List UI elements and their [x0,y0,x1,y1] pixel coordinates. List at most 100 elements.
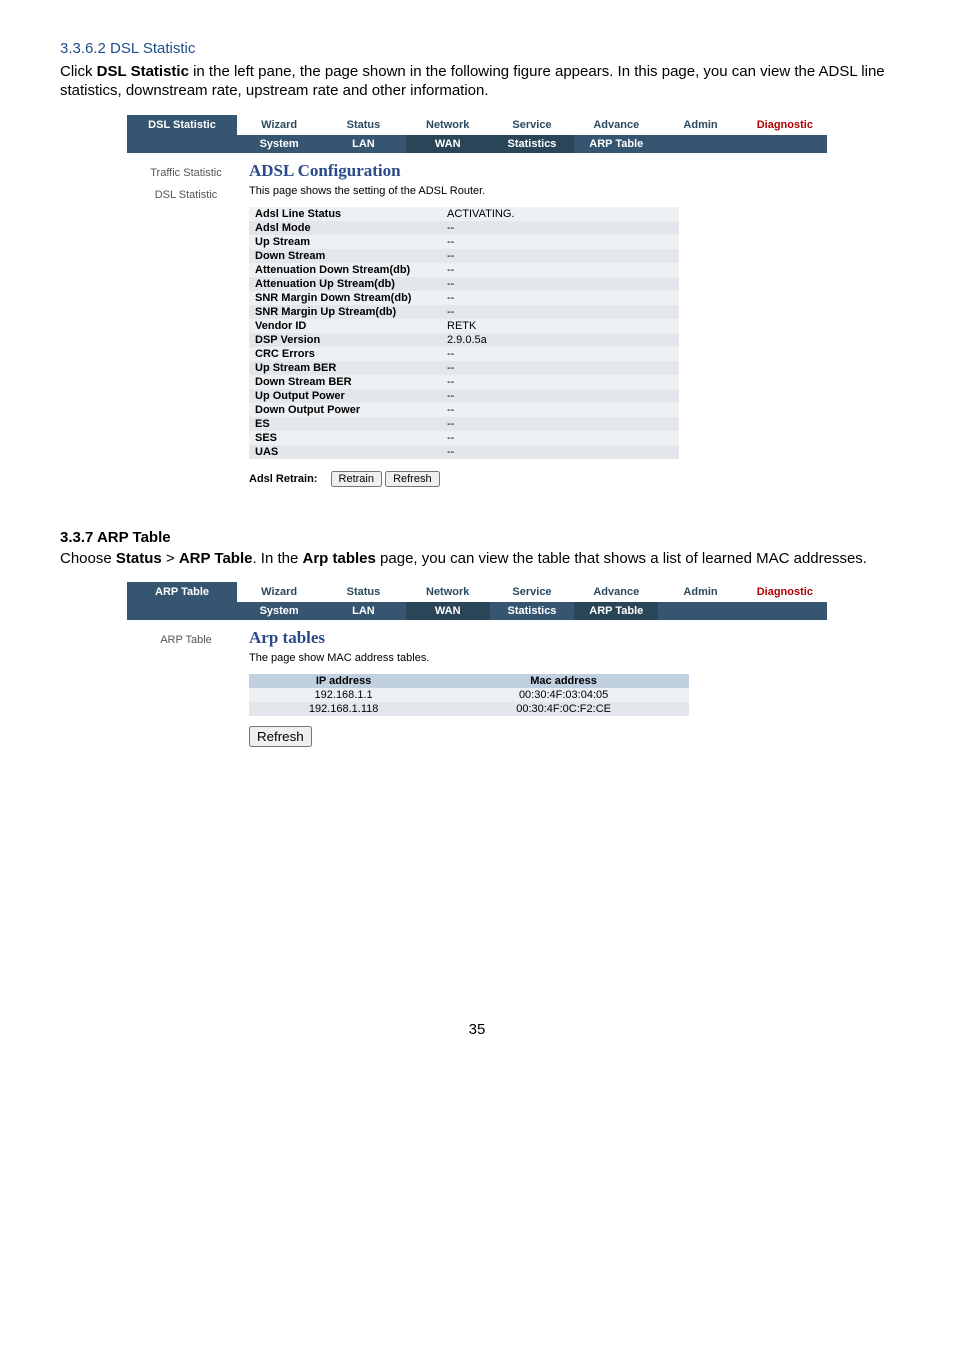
para-arp-p4: page, you can view the table that shows … [376,550,867,567]
arp-refresh-button[interactable]: Refresh [249,726,312,747]
topnav-status[interactable]: Status [321,115,405,135]
subnav-system[interactable]: System [237,135,321,153]
arp-mac-cell: 00:30:4F:0C:F2:CE [438,702,689,716]
table-row: 192.168.1.11800:30:4F:0C:F2:CE [249,702,689,716]
topnav2-advance[interactable]: Advance [574,582,658,602]
topnav-service[interactable]: Service [490,115,574,135]
stat-value: 2.9.0.5a [441,333,679,347]
para-arp-b1: Status [116,550,162,567]
para-arp: Choose Status > ARP Table. In the Arp ta… [60,550,894,569]
corner-label: DSL Statistic [127,115,237,135]
section-title-dsl: 3.3.6.2 DSL Statistic [60,40,894,57]
stat-value: -- [441,277,679,291]
table-row: UAS-- [249,445,679,459]
topnav2-network[interactable]: Network [406,582,490,602]
stat-label: SES [249,431,441,445]
topnav-advance[interactable]: Advance [574,115,658,135]
stat-value: -- [441,291,679,305]
table-row: Adsl Mode-- [249,221,679,235]
subnav: System LAN WAN Statistics ARP Table [127,135,827,153]
stat-label: Up Stream [249,235,441,249]
subnav-lan[interactable]: LAN [321,135,405,153]
dsl-router-window: DSL Statistic Wizard Status Network Serv… [127,115,827,501]
stat-value: -- [441,347,679,361]
subnav-statistics[interactable]: Statistics [490,135,574,153]
para-arp-p1: Choose [60,550,116,567]
stat-value: -- [441,375,679,389]
arp-ip-cell: 192.168.1.1 [249,688,438,702]
stat-value: -- [441,221,679,235]
retrain-button[interactable]: Retrain [331,471,382,487]
arp-mac-cell: 00:30:4F:03:04:05 [438,688,689,702]
stat-label: Down Output Power [249,403,441,417]
retrain-label: Adsl Retrain: [249,473,317,485]
para-dsl-bold: DSL Statistic [97,63,189,80]
stat-value: -- [441,249,679,263]
topnav2-status[interactable]: Status [321,582,405,602]
para-arp-p3: . In the [252,550,302,567]
stat-label: CRC Errors [249,347,441,361]
topnav-admin[interactable]: Admin [658,115,742,135]
spacer2 [658,135,827,153]
table-row: DSP Version2.9.0.5a [249,333,679,347]
table-row: Down Output Power-- [249,403,679,417]
subnav2-lan[interactable]: LAN [321,602,405,620]
para-dsl: Click DSL Statistic in the left pane, th… [60,63,894,101]
arp-desc: The page show MAC address tables. [249,652,823,664]
para-dsl-prefix: Click [60,63,97,80]
spacer3 [127,602,237,620]
stat-value: -- [441,263,679,277]
table-row: Adsl Line StatusACTIVATING. [249,207,679,221]
stats-table: Adsl Line StatusACTIVATING.Adsl Mode--Up… [249,207,679,459]
table-row: Down Stream BER-- [249,375,679,389]
stat-value: ACTIVATING. [441,207,679,221]
stat-value: -- [441,235,679,249]
arp-router-window: ARP Table Wizard Status Network Service … [127,582,827,761]
arp-heading: Arp tables [249,628,823,648]
topnav2-diagnostic[interactable]: Diagnostic [743,582,827,602]
table-row: Up Output Power-- [249,389,679,403]
subnav-arptable[interactable]: ARP Table [574,135,658,153]
table-row: 192.168.1.100:30:4F:03:04:05 [249,688,689,702]
stat-value: RETK [441,319,679,333]
topnav2-wizard[interactable]: Wizard [237,582,321,602]
leftpane-dsl[interactable]: DSL Statistic [131,189,241,201]
left-pane: Traffic Statistic DSL Statistic [127,153,245,501]
table-row: Vendor IDRETK [249,319,679,333]
subnav-wan[interactable]: WAN [406,135,490,153]
topnav2-admin[interactable]: Admin [658,582,742,602]
table-row: ES-- [249,417,679,431]
topnav2-service[interactable]: Service [490,582,574,602]
stat-label: DSP Version [249,333,441,347]
stat-label: Down Stream BER [249,375,441,389]
stat-label: Up Stream BER [249,361,441,375]
spacer4 [658,602,827,620]
subnav2-statistics[interactable]: Statistics [490,602,574,620]
stat-label: SNR Margin Up Stream(db) [249,305,441,319]
stat-value: -- [441,361,679,375]
topnav: DSL Statistic Wizard Status Network Serv… [127,115,827,135]
stat-label: Adsl Mode [249,221,441,235]
adsl-config-desc: This page shows the setting of the ADSL … [249,185,823,197]
table-row: CRC Errors-- [249,347,679,361]
subnav2-system[interactable]: System [237,602,321,620]
stat-label: Down Stream [249,249,441,263]
subnav2-wan[interactable]: WAN [406,602,490,620]
topnav-network[interactable]: Network [406,115,490,135]
topnav-diagnostic[interactable]: Diagnostic [743,115,827,135]
stat-value: -- [441,417,679,431]
arp-table: IP address Mac address 192.168.1.100:30:… [249,674,689,716]
leftpane2-arp[interactable]: ARP Table [131,634,241,646]
adsl-config-heading: ADSL Configuration [249,161,823,181]
stat-label: ES [249,417,441,431]
para-arp-p2: > [162,550,179,567]
table-row: SNR Margin Up Stream(db)-- [249,305,679,319]
topnav2: ARP Table Wizard Status Network Service … [127,582,827,602]
subnav2-arptable[interactable]: ARP Table [574,602,658,620]
leftpane-traffic[interactable]: Traffic Statistic [131,167,241,179]
table-row: SES-- [249,431,679,445]
topnav-wizard[interactable]: Wizard [237,115,321,135]
page-number: 35 [60,1021,894,1038]
refresh-button[interactable]: Refresh [385,471,440,487]
section-title-arp: 3.3.7 ARP Table [60,529,894,546]
